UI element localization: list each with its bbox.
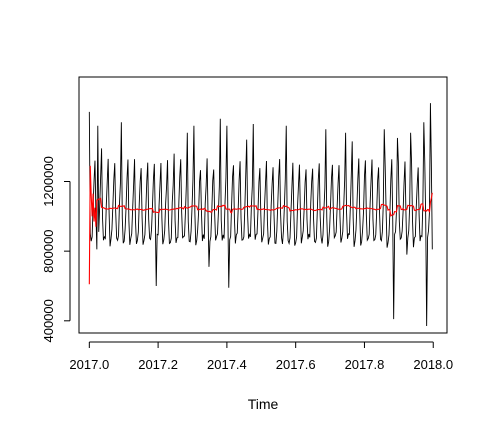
x-tick-label: 2017.2 <box>138 357 178 372</box>
x-tick-label: 2017.6 <box>276 357 316 372</box>
x-axis: 2017.0 2017.2 2017.4 2017.6 2017.8 2018.0 <box>69 341 453 372</box>
x-tick-label: 2017.0 <box>69 357 109 372</box>
y-axis: 400000 800000 1200000 <box>41 156 71 343</box>
x-tick-label: 2017.4 <box>207 357 247 372</box>
x-tick-label: 2017.8 <box>345 357 385 372</box>
y-tick-label: 800000 <box>41 229 56 272</box>
y-tick-label: 400000 <box>41 299 56 342</box>
series-layer <box>88 103 433 327</box>
x-tick-label: 2018.0 <box>413 357 453 372</box>
daily-series-line <box>88 103 433 327</box>
plot-frame <box>78 76 448 334</box>
y-tick-label: 1200000 <box>41 156 56 207</box>
x-axis-title: Time <box>248 396 279 412</box>
smoothed-series-line <box>88 165 433 285</box>
